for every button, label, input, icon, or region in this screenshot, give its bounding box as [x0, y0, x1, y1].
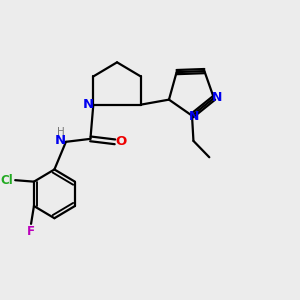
Text: N: N [55, 134, 66, 147]
Text: H: H [57, 127, 64, 137]
Text: N: N [189, 110, 200, 123]
Text: Cl: Cl [1, 174, 13, 187]
Text: N: N [82, 98, 94, 111]
Text: O: O [116, 135, 127, 148]
Text: F: F [27, 225, 35, 238]
Text: N: N [212, 91, 223, 104]
